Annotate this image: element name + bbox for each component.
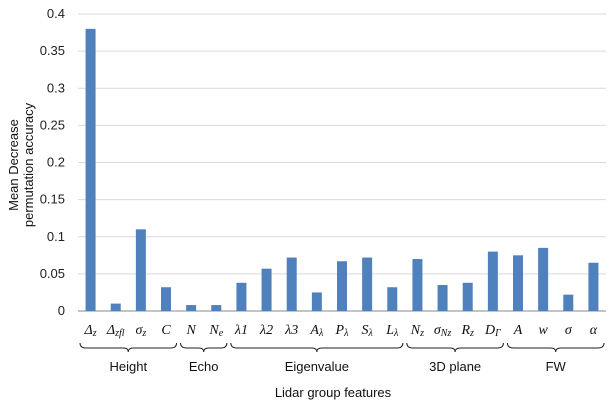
x-tick-label: Nz bbox=[410, 323, 424, 339]
y-tick-label: 0.1 bbox=[47, 229, 65, 244]
bar bbox=[211, 305, 222, 311]
bars bbox=[85, 28, 599, 311]
y-tick-labels: 0 0.05 0.1 0.15 0.2 0.25 0.3 0.35 0.4 bbox=[40, 6, 65, 318]
bar bbox=[337, 261, 347, 311]
group-brace bbox=[230, 342, 404, 353]
bar bbox=[161, 287, 171, 311]
x-tick-label: Ne bbox=[208, 323, 223, 339]
bar bbox=[286, 257, 297, 311]
gridlines bbox=[78, 13, 606, 312]
group-brace bbox=[180, 342, 228, 353]
bar bbox=[186, 305, 197, 311]
bar bbox=[387, 287, 398, 311]
x-tick-label: σz bbox=[135, 323, 146, 339]
group-brace bbox=[406, 342, 504, 353]
x-tick-label: Δzfl bbox=[106, 323, 125, 339]
bar bbox=[362, 257, 373, 311]
x-tick-label: DΓ bbox=[484, 323, 501, 339]
y-tick-label: 0.15 bbox=[40, 192, 65, 207]
x-tick-label: α bbox=[590, 323, 598, 338]
group-braces: Height Echo Eigenvalue 3D plane FW bbox=[79, 342, 605, 374]
y-tick-label: 0.25 bbox=[40, 117, 65, 132]
group-label: 3D plane bbox=[429, 359, 481, 374]
x-tick-label: A bbox=[513, 323, 523, 338]
x-tick-label: Δz bbox=[84, 323, 97, 339]
x-tick-label: Lλ bbox=[385, 323, 399, 339]
y-tick-label: 0 bbox=[58, 303, 65, 318]
group-label: Eigenvalue bbox=[285, 359, 349, 374]
bar bbox=[487, 251, 498, 311]
bar bbox=[462, 282, 473, 311]
bar bbox=[261, 268, 272, 311]
group-label: Echo bbox=[189, 359, 219, 374]
bar bbox=[563, 294, 574, 311]
y-tick-label: 0.3 bbox=[47, 80, 65, 95]
y-tick-label: 0.4 bbox=[47, 6, 65, 21]
x-tick-label: C bbox=[161, 323, 171, 338]
bar bbox=[110, 303, 121, 311]
group-label: Height bbox=[109, 359, 147, 374]
group-brace bbox=[506, 342, 605, 353]
bar bbox=[311, 292, 322, 311]
x-tick-label: N bbox=[185, 323, 196, 338]
y-tick-label: 0.05 bbox=[40, 266, 65, 281]
bar bbox=[236, 282, 247, 311]
bar bbox=[85, 28, 96, 311]
x-tick-label: λ3 bbox=[284, 323, 298, 338]
x-tick-label: λ2 bbox=[259, 323, 273, 338]
x-tick-label: λ1 bbox=[234, 323, 248, 338]
x-tick-label: Pλ bbox=[335, 323, 350, 339]
x-tick-label: Sλ bbox=[361, 323, 373, 339]
x-tick-label: σ bbox=[565, 323, 573, 338]
bar bbox=[538, 247, 549, 311]
group-brace bbox=[79, 342, 178, 353]
y-axis-title-line2: permutation accuracy bbox=[21, 102, 36, 227]
bar bbox=[513, 255, 523, 311]
x-tick-label: σNz bbox=[434, 323, 452, 339]
y-axis-title-line1: Mean Decrease bbox=[6, 119, 21, 211]
bar bbox=[412, 259, 423, 311]
x-tick-label: Rz bbox=[460, 323, 474, 339]
bar bbox=[135, 229, 146, 311]
x-tick-label: w bbox=[538, 323, 548, 338]
y-tick-label: 0.35 bbox=[40, 43, 65, 58]
x-tick-label: Aλ bbox=[309, 323, 324, 339]
bar bbox=[437, 285, 448, 311]
y-tick-label: 0.2 bbox=[47, 155, 65, 170]
group-label: FW bbox=[546, 359, 567, 374]
x-axis-title: Lidar group features bbox=[275, 385, 392, 400]
bar bbox=[588, 262, 599, 311]
